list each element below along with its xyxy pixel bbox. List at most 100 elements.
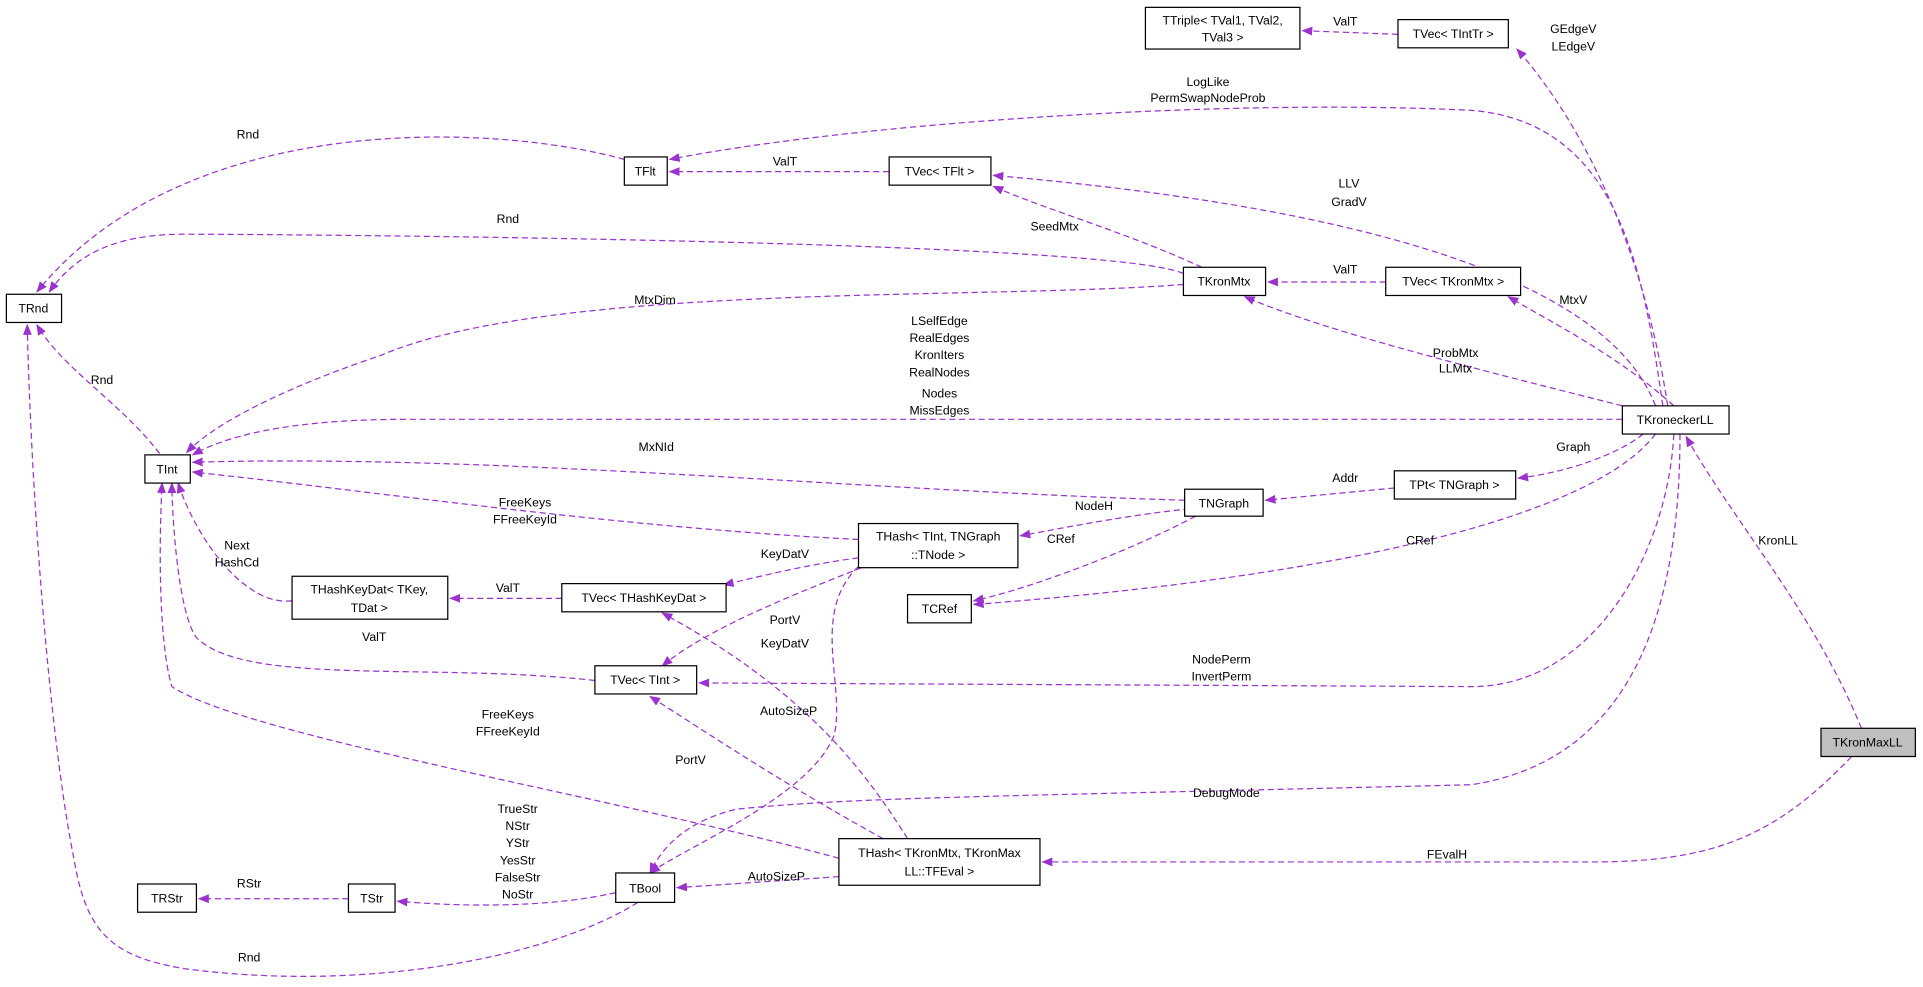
edge-label: AutoSizeP <box>760 704 817 718</box>
node-label: TVec< TKronMtx > <box>1402 275 1504 289</box>
edge-thash-int-to-tvec-int <box>661 563 871 667</box>
edge-label: LEdgeV <box>1552 39 1596 53</box>
edge-label: ValT <box>1333 262 1358 276</box>
edge-label: LLMtx <box>1439 362 1472 376</box>
nodes: TTriple< TVal1, TVal2, TVal3 > TVec< TInt… <box>5 6 1917 913</box>
node-label: THash< TInt, TNGraph <box>876 530 1001 544</box>
edge-label: DebugMode <box>1193 786 1260 800</box>
edge-label: ValT <box>1333 15 1358 29</box>
node-ttriple[interactable]: TTriple< TVal1, TVal2, TVal3 > <box>1144 6 1301 50</box>
edge-label: LSelfEdge <box>911 314 968 328</box>
edge-label: Nodes <box>922 386 957 400</box>
edge-label: FreeKeys <box>499 495 551 509</box>
node-label: TDat > <box>351 601 388 615</box>
edge-label: AutoSizeP <box>748 869 805 883</box>
node-tkronmtx[interactable]: TKronMtx <box>1182 266 1267 297</box>
node-tint[interactable]: TInt <box>144 454 191 484</box>
node-tkroneckerll[interactable]: TKroneckerLL <box>1621 405 1730 435</box>
edge-label: PortV <box>770 613 801 627</box>
node-label: TRnd <box>18 302 48 316</box>
edge-label: ProbMtx <box>1433 346 1479 360</box>
node-tvec-flt[interactable]: TVec< TFlt > <box>888 156 992 186</box>
edge-label: MxNId <box>639 440 675 454</box>
edge-labels: ValT GEdgeV LEdgeV LogLike PermSwapNodeP… <box>91 15 1798 965</box>
edge-label: ValT <box>773 155 798 169</box>
edge-tbool-to-trnd <box>23 323 639 977</box>
edge-label: RStr <box>237 877 261 891</box>
node-label: LL::TFEval > <box>905 864 975 878</box>
edge-label: Rnd <box>238 950 261 964</box>
node-trnd[interactable]: TRnd <box>5 293 63 324</box>
edge-kll-to-tbool <box>649 434 1681 874</box>
node-tvec-kronmtx[interactable]: TVec< TKronMtx > <box>1385 266 1522 297</box>
edge-tngraph-to-tint <box>191 457 1185 501</box>
node-tbool[interactable]: TBool <box>615 872 676 904</box>
node-tpt-ngraph[interactable]: TPt< TNGraph > <box>1393 470 1517 500</box>
edge-label: HashCd <box>215 555 259 569</box>
edge-label: FFreeKeyId <box>493 513 557 527</box>
edge-label: MissEdges <box>909 403 969 417</box>
edge-kll-to-tflt <box>668 106 1664 406</box>
edge-tflt-to-trnd <box>36 136 625 293</box>
node-label: TVec< THashKeyDat > <box>581 591 706 605</box>
edge-label: PortV <box>675 753 706 767</box>
node-thash-int-ngraph[interactable]: THash< TInt, TNGraph::TNode > <box>857 522 1019 569</box>
edge-kll-to-tkronmtx <box>1243 296 1623 407</box>
node-label: TRStr <box>151 891 183 905</box>
edge-kll-to-tvec-inttr <box>1516 48 1669 406</box>
edge-label: GEdgeV <box>1550 22 1597 36</box>
edge-tkronmaxll-to-thash-km <box>1041 756 1853 867</box>
node-tcref[interactable]: TCRef <box>906 594 972 624</box>
edge-label: MtxV <box>1559 293 1588 307</box>
edge-thash-int-to-tint <box>191 468 859 541</box>
node-thash-kronmtx[interactable]: THash< TKronMtx, TKronMaxLL::TFEval > <box>838 838 1041 886</box>
edge-kll-to-tvec-kronmtx <box>1507 296 1675 407</box>
node-thashkeydat[interactable]: THashKeyDat< TKey, TDat > <box>291 575 449 620</box>
edge-tngraph-to-thash-int <box>1019 508 1190 539</box>
edge-kll-to-tpt <box>1517 433 1644 482</box>
edge-label: PermSwapNodeProb <box>1150 91 1265 105</box>
node-tstr[interactable]: TStr <box>347 883 396 913</box>
edge-label: CRef <box>1406 533 1435 547</box>
node-label: TKroneckerLL <box>1637 413 1714 427</box>
node-label: TVal3 > <box>1202 31 1244 45</box>
edge-thash-km-to-tint <box>157 481 840 859</box>
edge-thash-km-to-tbool <box>675 876 839 892</box>
edge-label: YesStr <box>500 853 536 867</box>
node-label: TStr <box>360 891 383 905</box>
node-tvec-int[interactable]: TVec< TInt > <box>594 665 698 695</box>
edge-label: FEvalH <box>1427 847 1467 861</box>
edge-label: NStr <box>505 819 530 833</box>
node-tvec-hashkeydat[interactable]: TVec< THashKeyDat > <box>561 583 727 613</box>
edge-label: KeyDatV <box>761 547 810 561</box>
edge-thashkeydat-to-tint <box>176 482 293 602</box>
edge-thash-int-to-tbool <box>649 566 859 874</box>
edge-thash-km-to-tvec-hkd <box>661 612 909 839</box>
edge-label: YStr <box>506 836 530 850</box>
node-tngraph[interactable]: TNGraph <box>1184 488 1264 517</box>
node-label: THashKeyDat< TKey, <box>310 582 428 596</box>
node-tvec-inttr[interactable]: TVec< TIntTr > <box>1397 19 1509 49</box>
edge-label: NoStr <box>502 888 533 902</box>
edge-label: RealEdges <box>909 331 969 345</box>
edge-label: Rnd <box>91 373 114 387</box>
edge-tpt-to-tngraph <box>1264 487 1395 504</box>
edge-label: GradV <box>1331 195 1367 209</box>
edge-label: ValT <box>362 630 387 644</box>
edge-kll-to-tvec-flt <box>992 171 1657 407</box>
node-trstr[interactable]: TRStr <box>136 883 198 913</box>
edge-tvec-inttr-to-ttriple <box>1301 26 1399 36</box>
edge-label: FFreeKeyId <box>476 725 540 739</box>
edge-label: KeyDatV <box>761 636 810 650</box>
node-tflt[interactable]: TFlt <box>623 156 668 186</box>
node-label: TVec< TInt > <box>610 673 680 687</box>
node-label: TTriple< TVal1, TVal2, <box>1163 14 1283 28</box>
node-tkronmaxll[interactable]: TKronMaxLL <box>1820 727 1917 758</box>
edge-label: MtxDim <box>634 293 676 307</box>
edge-label: TrueStr <box>497 802 537 816</box>
edge-kll-to-tint <box>191 418 1623 456</box>
edge-kll-to-tcref <box>972 433 1656 609</box>
edge-tkronmtx-to-tint <box>185 283 1184 454</box>
edges <box>23 26 1863 977</box>
